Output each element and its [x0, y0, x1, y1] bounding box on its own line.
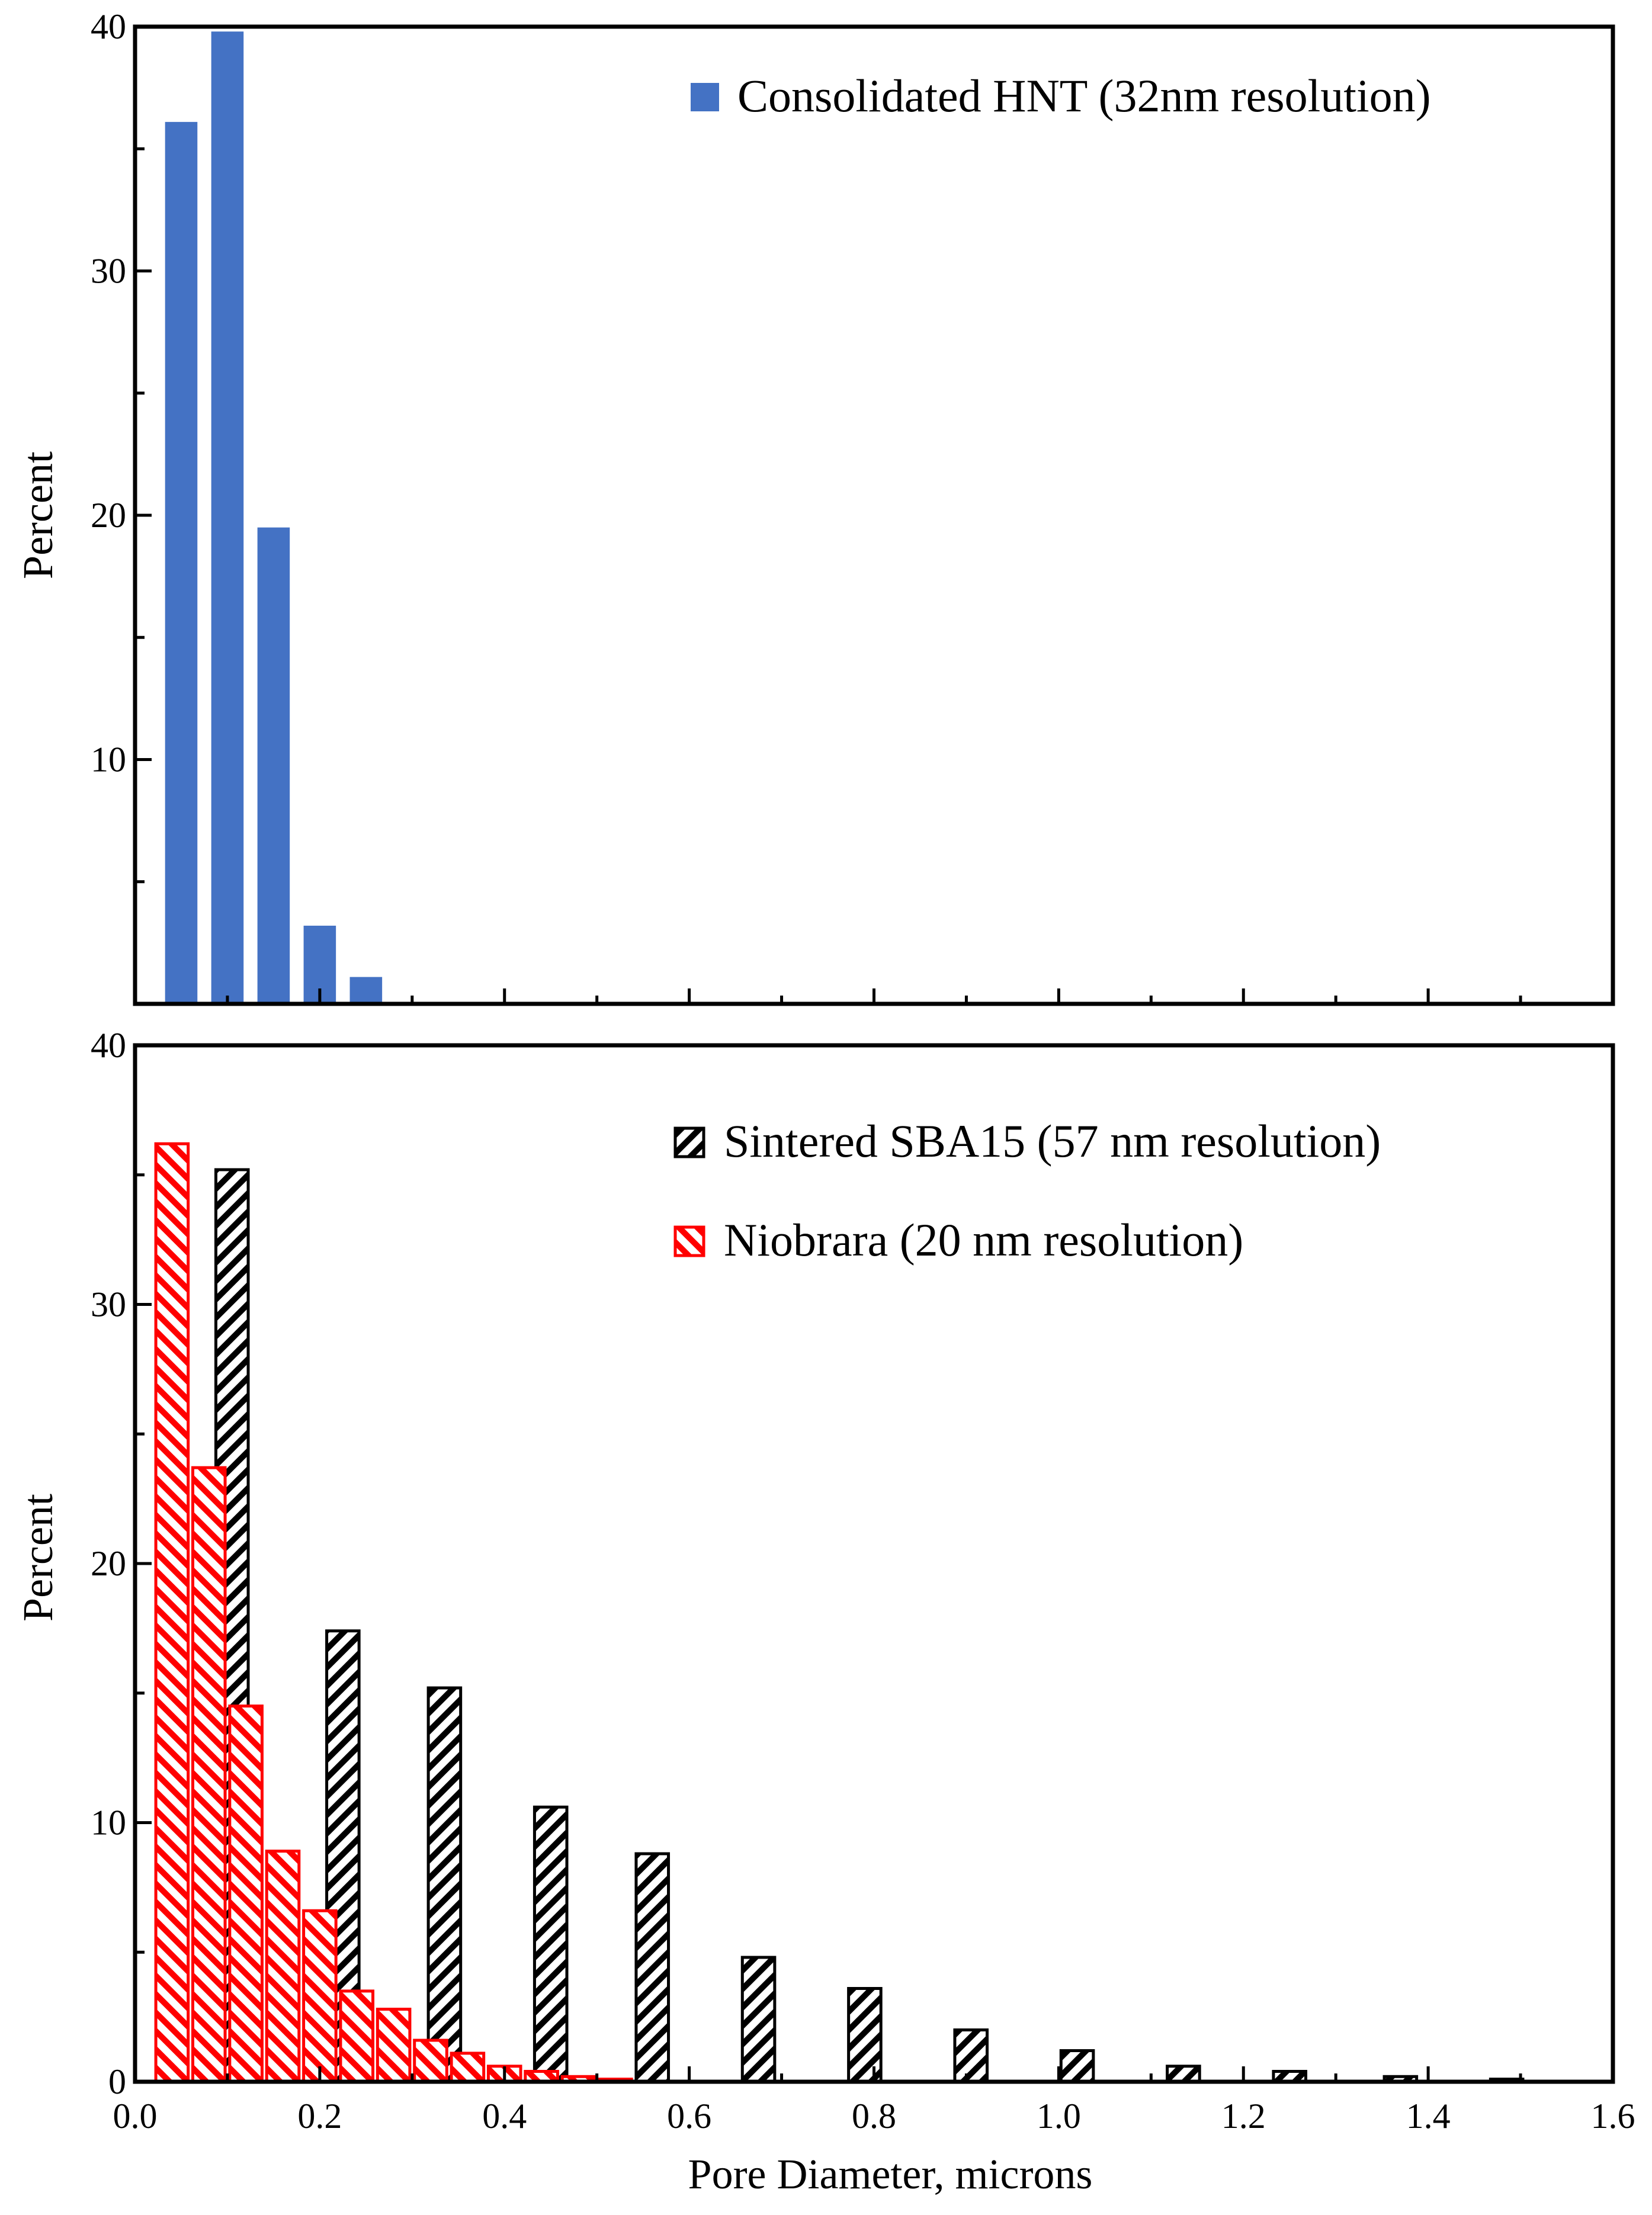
- top-plot-frame: [133, 24, 1615, 1006]
- y-tick-label: 0: [108, 2062, 126, 2101]
- x-tick-label: 0.2: [297, 2097, 342, 2136]
- legend-swatch-consolidated-hnt: [691, 83, 719, 111]
- y-tick-label: 10: [91, 1803, 126, 1842]
- y-tick-label: 30: [91, 1285, 126, 1324]
- bar-niobrara-8: [450, 2052, 486, 2084]
- legend-label-niobrara: Niobrara (20 nm resolution): [724, 1214, 1243, 1266]
- bar-sintered-2: [426, 1686, 463, 2084]
- bottom-bars: [154, 1142, 1525, 2084]
- bar-niobrara-7: [413, 2039, 448, 2084]
- x-tick-label: 0.6: [667, 2097, 711, 2136]
- bar-niobrara-1: [191, 1466, 227, 2084]
- bar-niobrara-0: [154, 1142, 190, 2084]
- bar-niobrara-6: [376, 2008, 412, 2084]
- y-tick-label: 20: [91, 1544, 126, 1583]
- top-panel: 10 20 30 40 Percent Consolidated HNT (32nm …: [14, 7, 1615, 1006]
- legend-swatch-niobrara: [673, 1225, 705, 1257]
- bar-sintered-6: [847, 1987, 883, 2084]
- top-x-ticks: [133, 988, 1615, 1004]
- legend-label-sintered-sba15: Sintered SBA15 (57 nm resolution): [724, 1115, 1381, 1167]
- top-legend: Consolidated HNT (32nm resolution): [691, 70, 1431, 121]
- x-tick-label: 1.2: [1221, 2097, 1266, 2136]
- bar-consolidated-2: [257, 527, 290, 1004]
- y-tick-label: 40: [91, 1026, 126, 1065]
- bar-sintered-7: [953, 2028, 989, 2084]
- bar-sintered-4: [634, 1852, 671, 2084]
- top-y-ticks: 10 20 30 40: [91, 7, 152, 1006]
- bar-sintered-3: [533, 1805, 569, 2084]
- bottom-x-ticks: 0.0 0.2 0.4 0.6 0.8 1.0 1.2 1.4 1.6: [113, 2066, 1635, 2136]
- x-tick-label: 1.4: [1406, 2097, 1451, 2136]
- x-tick-label: 0.8: [852, 2097, 896, 2136]
- bar-consolidated-4: [349, 977, 383, 1004]
- y-tick-label: 10: [91, 740, 126, 779]
- bottom-legend: Sintered SBA15 (57 nm resolution) Niobra…: [673, 1115, 1381, 1266]
- bar-niobrara-3: [265, 1850, 301, 2084]
- top-y-axis-title: Percent: [14, 451, 62, 579]
- bar-niobrara-2: [228, 1704, 264, 2084]
- bar-sintered-9: [1166, 2065, 1201, 2084]
- top-bars: [165, 31, 383, 1004]
- x-tick-label: 1.0: [1037, 2097, 1081, 2136]
- x-tick-label: 0.0: [113, 2097, 158, 2136]
- bottom-panel: 0.0 0.2 0.4 0.6 0.8 1.0 1.2 1.4 1.6 0 10 20 30 40 Pe…: [14, 1026, 1635, 2198]
- y-tick-label: 40: [91, 7, 126, 46]
- bar-consolidated-0: [165, 121, 198, 1004]
- bottom-y-ticks: 0 10 20 30 40: [91, 1026, 152, 2101]
- x-tick-label: 1.6: [1591, 2097, 1635, 2136]
- bar-consolidated-1: [211, 31, 244, 1004]
- bar-sintered-8: [1059, 2049, 1095, 2084]
- x-axis-title: Pore Diameter, microns: [688, 2150, 1093, 2198]
- bar-sintered-5: [740, 1956, 777, 2084]
- y-tick-label: 30: [91, 252, 126, 291]
- legend-label-consolidated-hnt: Consolidated HNT (32nm resolution): [737, 70, 1431, 121]
- bar-niobrara-5: [339, 1989, 375, 2084]
- bottom-y-axis-title: Percent: [14, 1494, 62, 1622]
- bar-niobrara-4: [302, 1909, 338, 2084]
- legend-swatch-sintered-sba15: [673, 1126, 705, 1158]
- x-tick-label: 0.4: [482, 2097, 527, 2136]
- y-tick-label: 20: [91, 496, 126, 535]
